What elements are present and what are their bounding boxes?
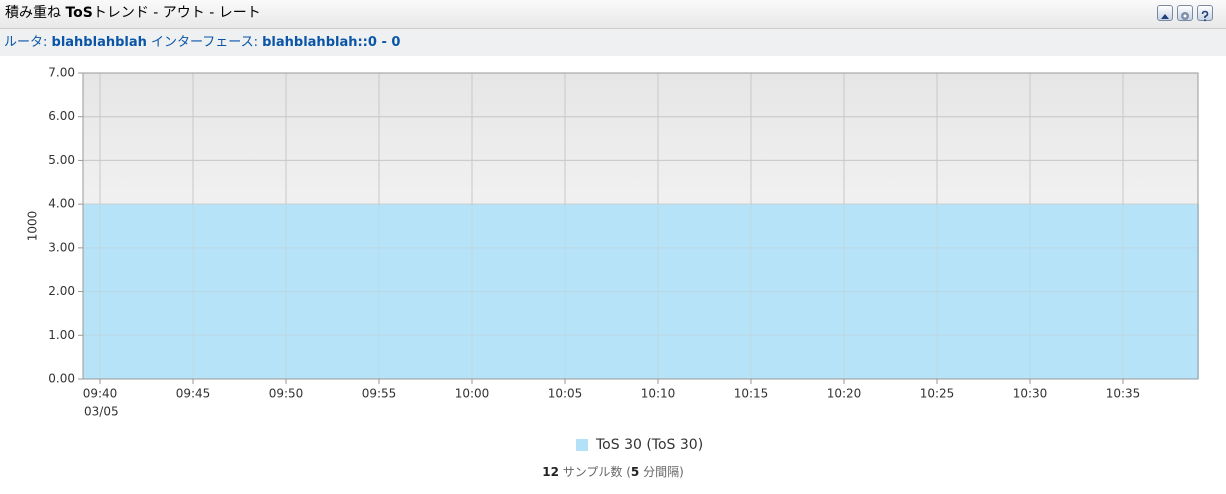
interval: 5	[630, 465, 640, 479]
help-button[interactable]	[1197, 5, 1213, 22]
panel-title: 積み重ね ToSトレンド - アウト - レート	[5, 0, 261, 26]
sample-label: サンプル数 (	[562, 465, 631, 479]
plot-border	[82, 72, 1199, 380]
x-tick-label: 10:10	[641, 387, 676, 401]
interface-name: blahblahblah::0 - 0	[262, 35, 401, 50]
collapse-button[interactable]	[1157, 5, 1173, 21]
y-tick-label: 1.00	[48, 328, 75, 342]
x-tick-label: 09:55	[362, 387, 397, 401]
area-segment	[920, 204, 1013, 379]
y-axis-title: 1000	[26, 211, 40, 242]
x-tick-label: 09:40	[83, 387, 118, 401]
x-tick-label: 10:30	[1013, 387, 1048, 401]
x-tick-label: 10:35	[1106, 387, 1141, 401]
title-text: ToS	[65, 5, 93, 21]
y-tick-label: 5.00	[48, 153, 75, 167]
panel-header: 積み重ね ToSトレンド - アウト - レート	[0, 0, 1226, 29]
area-segment	[176, 204, 269, 379]
x-date-label: 03/05	[84, 405, 119, 419]
chart: 1000 03/05 0.00 1.00 2.00 3.00 4.00 5.00 6.00 7…	[26, 66, 1199, 453]
x-tick-label: 10:15	[734, 387, 769, 401]
area-segment	[1106, 204, 1199, 379]
x-tick-label: 10:20	[827, 387, 862, 401]
x-tick-label: 10:25	[920, 387, 955, 401]
panel-subtitle: ​ルータ: blahblahblah インターフェース: blahblahbla…	[0, 29, 1226, 56]
legend-label: ToS 30 (ToS 30)	[595, 437, 703, 453]
y-tick-label: 6.00	[48, 109, 75, 123]
area-segment	[455, 204, 548, 379]
legend-swatch	[576, 439, 588, 451]
x-tick-label: 09:50	[269, 387, 304, 401]
x-tick-label: 10:05	[548, 387, 583, 401]
title-text: トレンド - アウト - レート	[92, 5, 261, 21]
footer: 12 サンプル数 (5 分間隔)	[0, 463, 1226, 480]
area-segment	[548, 204, 641, 379]
area-segment	[269, 204, 362, 379]
x-tick-label: 10:00	[455, 387, 490, 401]
settings-button[interactable]	[1177, 5, 1193, 21]
area-segment	[641, 204, 734, 379]
y-tick-label: 4.00	[48, 197, 75, 211]
y-tick-label: 3.00	[48, 240, 75, 254]
interval-label: 分間隔)	[643, 465, 684, 479]
y-tick-label: 7.00	[48, 66, 75, 80]
area-segment	[362, 204, 455, 379]
interface-label: インターフェース:	[146, 35, 263, 50]
sample-count: 12	[542, 465, 559, 479]
router-name: blahblahblah	[51, 35, 147, 50]
y-tick-label: 0.00	[48, 372, 75, 386]
area-segment	[734, 204, 827, 379]
area-segment	[1013, 204, 1106, 379]
router-label: ルータ:	[4, 35, 52, 50]
area-segment	[827, 204, 920, 379]
y-tick-label: 2.00	[48, 284, 75, 298]
title-text: 積み重ね	[5, 5, 66, 21]
x-tick-label: 09:45	[176, 387, 211, 401]
area-segment	[83, 204, 176, 379]
